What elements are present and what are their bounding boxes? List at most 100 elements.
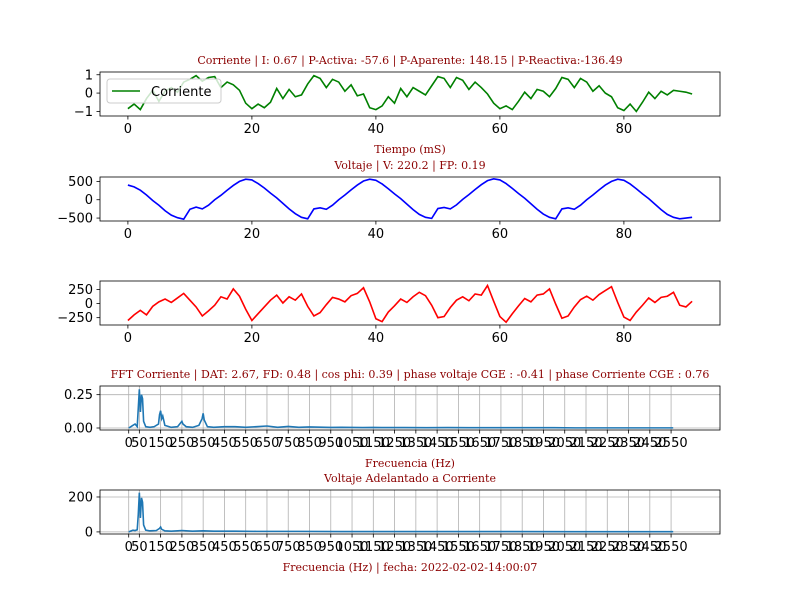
fft-corriente-xtick-label-15: 1450 [421,436,454,451]
fft-voltaje-xtick-label-14: 1350 [399,540,432,555]
fft-voltaje-xtick-label-5: 450 [212,540,237,555]
fft-voltaje-xtick-label-16: 1550 [442,540,475,555]
senal-roja-axes-frame [99,280,721,326]
fft-voltaje-ytick-label-1: 200 [68,490,93,505]
fft-corriente-xtick-label-16: 1550 [442,436,475,451]
fft-corriente-xtick-label-6: 550 [233,436,258,451]
corriente-series-line [127,74,693,113]
fft-corriente-xtick-label-0: 0 [125,436,133,451]
corriente-xtick-label-4: 80 [616,122,633,137]
fft-corriente-xtick-label-12: 1150 [357,436,390,451]
fft-voltaje-xtick-label-22: 2150 [569,540,602,555]
senal-roja-xtick-label-2: 40 [368,331,385,346]
fft-voltaje-y-ticks: 0 200 [68,490,100,540]
fft-voltaje-ytick-label-0: 0 [85,525,93,540]
fft-corriente-xtick-label-23: 2250 [591,436,624,451]
corriente-y-ticks: −1 0 1 [74,68,100,120]
fft-corriente-series-line [128,389,674,429]
fft-corriente-xtick-label-20: 1950 [527,436,560,451]
fft-voltaje-xtick-label-19: 1850 [506,540,539,555]
corriente-ytick-label-0: −1 [74,105,93,120]
legend-label: Corriente [151,85,211,100]
fft-voltaje-xtick-label-18: 1750 [484,540,517,555]
senal-roja-ytick-label-1: 0 [85,297,93,312]
fft-corriente-xtick-label-24: 2350 [612,436,645,451]
voltaje-ytick-label-2: 500 [68,175,93,190]
senal-roja-ytick-label-2: 250 [68,283,93,298]
fft-corriente-xtick-label-21: 2050 [548,436,581,451]
fft-corriente-xtick-label-14: 1350 [399,436,432,451]
fft-corriente-xtick-label-13: 1250 [378,436,411,451]
voltaje-x-ticks: 0 20 40 60 80 [124,221,632,242]
corriente-ytick-label-1: 0 [85,87,93,102]
senal-roja-ytick-label-0: −250 [57,311,93,326]
corriente-title: Corriente | I: 0.67 | P-Activa: -57.6 | … [197,54,622,68]
corriente-x-ticks: 0 20 40 60 80 [124,116,632,137]
corriente-xtick-label-1: 20 [244,122,261,137]
corriente-xtick-label-2: 40 [368,122,385,137]
fft-corriente-y-ticks: 0.00 0.25 [64,388,100,437]
fft-voltaje-xtick-label-0: 0 [125,540,133,555]
fft-corriente-xtick-label-5: 450 [212,436,237,451]
fft-voltaje-series-line [128,492,674,533]
voltaje-xtick-label-1: 20 [244,227,261,242]
fft-voltaje-xtick-label-1: 50 [131,540,148,555]
voltaje-title: Voltaje | V: 220.2 | FP: 0.19 [333,159,485,173]
corriente-xtick-label-3: 60 [492,122,509,137]
fft-corriente-xtick-label-19: 1850 [506,436,539,451]
fft-corriente-title: FFT Corriente | DAT: 2.67, FD: 0.48 | co… [111,368,710,382]
fft-corriente-xtick-label-3: 250 [169,436,194,451]
voltaje-xtick-label-3: 60 [492,227,509,242]
senal-roja-xtick-label-1: 20 [244,331,261,346]
fft-corriente-xtick-label-8: 750 [276,436,301,451]
fft-corriente-x-axis-label: Frecuencia (Hz) [365,457,455,470]
corriente-legend: Corriente [106,78,222,104]
fft-corriente-xtick-label-9: 850 [297,436,322,451]
fft-corriente-ytick-label-0: 0.00 [64,422,93,437]
senal-roja-xtick-label-0: 0 [124,331,132,346]
fft-voltaje-xtick-label-26: 2550 [655,540,688,555]
voltaje-xtick-label-0: 0 [124,227,132,242]
voltaje-xtick-label-2: 40 [368,227,385,242]
fft-corriente-ytick-label-1: 0.25 [64,388,93,403]
corriente-axes-frame [99,71,721,117]
fft-voltaje-xtick-label-4: 350 [191,540,216,555]
voltaje-axes-frame [99,176,721,222]
fft-voltaje-xtick-label-20: 1950 [527,540,560,555]
fft-corriente-xtick-label-18: 1750 [484,436,517,451]
fft-voltaje-axes-frame [99,489,721,535]
fft-voltaje-xtick-label-8: 750 [276,540,301,555]
voltaje-xtick-label-4: 80 [616,227,633,242]
fft-corriente-xtick-label-11: 1050 [335,436,368,451]
fft-voltaje-xtick-label-2: 150 [148,540,173,555]
fft-voltaje-xtick-label-15: 1450 [421,540,454,555]
corriente-panel: Corriente | I: 0.67 | P-Activa: -57.6 | … [74,54,721,156]
fft-voltaje-x-ticks: 050 1502503504505506507508509501050115012… [125,534,688,555]
fft-voltaje-title: Voltaje Adelantado a Corriente [323,472,496,485]
fft-corriente-xtick-label-7: 650 [255,436,280,451]
fft-voltaje-xtick-label-25: 2450 [633,540,666,555]
voltaje-ytick-label-1: 0 [85,193,93,208]
senal-roja-xtick-label-4: 80 [616,331,633,346]
fft-corriente-xtick-label-17: 1650 [463,436,496,451]
fft-corriente-xtick-label-22: 2150 [569,436,602,451]
senal-roja-x-ticks: 0 20 40 60 80 [124,325,632,346]
voltaje-panel: Voltaje | V: 220.2 | FP: 0.19 0 20 40 60 80 … [57,159,721,242]
fft-voltaje-xtick-label-7: 650 [255,540,280,555]
fft-voltaje-xtick-label-17: 1650 [463,540,496,555]
fft-corriente-xtick-label-1: 50 [131,436,148,451]
fft-voltaje-xtick-label-6: 550 [233,540,258,555]
fft-corriente-xtick-label-4: 350 [191,436,216,451]
voltaje-series-line [127,178,693,221]
fft-voltaje-panel: Voltaje Adelantado a Corriente 050 150250… [68,472,721,575]
voltaje-y-ticks: −500 0 500 [57,175,100,227]
fft-corriente-xtick-label-2: 150 [148,436,173,451]
fft-voltaje-x-axis-label: Frecuencia (Hz) | fecha: 2022-02-02-14:0… [283,561,538,575]
legend-frame [106,78,222,104]
fft-corriente-axes-frame [99,385,721,431]
fft-voltaje-xtick-label-23: 2250 [591,540,624,555]
fft-voltaje-xtick-label-9: 850 [297,540,322,555]
fft-voltaje-xtick-label-12: 1150 [357,540,390,555]
